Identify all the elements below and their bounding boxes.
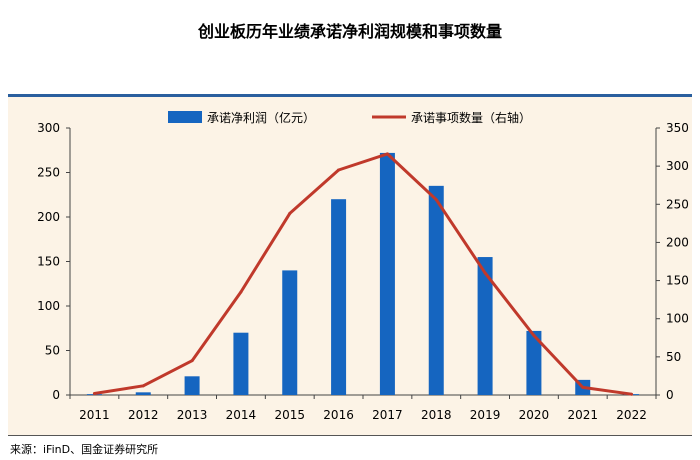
bar <box>282 270 298 395</box>
right-tick-label: 200 <box>666 235 689 249</box>
bar <box>526 330 542 395</box>
x-tick-label: 2017 <box>372 408 403 422</box>
x-tick-label: 2016 <box>323 408 354 422</box>
left-tick-label: 250 <box>37 166 60 180</box>
source-note: 来源：iFinD、国金证券研究所 <box>10 443 159 456</box>
x-tick-label: 2014 <box>226 408 257 422</box>
left-tick-label: 150 <box>37 255 60 269</box>
left-tick-label: 0 <box>52 388 60 402</box>
tick-labels: 0 50 100 150 200 250 300 0 50 100 150 200 250 300 350 2… <box>37 121 689 422</box>
line-series <box>94 152 632 396</box>
right-tick-label: 300 <box>666 159 689 173</box>
page-title: 创业板历年业绩承诺净利润规模和事项数量 <box>197 22 502 41</box>
line-point <box>288 211 292 215</box>
bar <box>331 199 347 395</box>
legend-bar-label: 承诺净利润（亿元） <box>207 110 315 125</box>
x-tick-label: 2021 <box>567 408 598 422</box>
right-tick-label: 50 <box>666 350 681 364</box>
bar <box>428 185 444 395</box>
legend-bar-swatch <box>168 111 202 123</box>
x-tick-label: 2019 <box>470 408 501 422</box>
right-tick-label: 350 <box>666 121 689 135</box>
line-point <box>337 168 341 172</box>
right-tick-label: 250 <box>666 197 689 211</box>
line-point <box>630 392 634 396</box>
line-point <box>92 391 96 395</box>
line-point <box>434 198 438 202</box>
right-tick-label: 100 <box>666 312 689 326</box>
x-tick-label: 2022 <box>616 408 647 422</box>
bar <box>379 152 395 395</box>
line-point <box>190 359 194 363</box>
x-tick-label: 2012 <box>128 408 159 422</box>
bar <box>184 376 200 395</box>
line-point <box>532 333 536 337</box>
x-tick-label: 2020 <box>519 408 550 422</box>
line-point <box>385 152 389 156</box>
right-tick-label: 150 <box>666 274 689 288</box>
left-tick-label: 300 <box>37 121 60 135</box>
right-tick-label: 0 <box>666 388 674 402</box>
line-point <box>239 290 243 294</box>
bar <box>233 332 249 395</box>
line-point <box>141 384 145 388</box>
axes <box>66 127 660 399</box>
line-point <box>483 271 487 275</box>
x-tick-label: 2011 <box>79 408 110 422</box>
line-point <box>581 385 585 389</box>
top-rule <box>8 94 692 97</box>
x-tick-label: 2018 <box>421 408 452 422</box>
left-tick-label: 50 <box>45 344 60 358</box>
legend-line-label: 承诺事项数量（右轴） <box>411 110 531 125</box>
bar <box>135 392 151 395</box>
left-tick-label: 200 <box>37 210 60 224</box>
line-layer <box>92 152 634 396</box>
x-tick-label: 2015 <box>274 408 305 422</box>
bar <box>477 257 493 395</box>
left-tick-label: 100 <box>37 299 60 313</box>
bottom-rule <box>8 435 692 436</box>
x-tick-label: 2013 <box>177 408 208 422</box>
bars <box>86 152 640 395</box>
chart-panel <box>8 97 692 435</box>
legend: 承诺净利润（亿元） 承诺事项数量（右轴） <box>168 110 531 125</box>
